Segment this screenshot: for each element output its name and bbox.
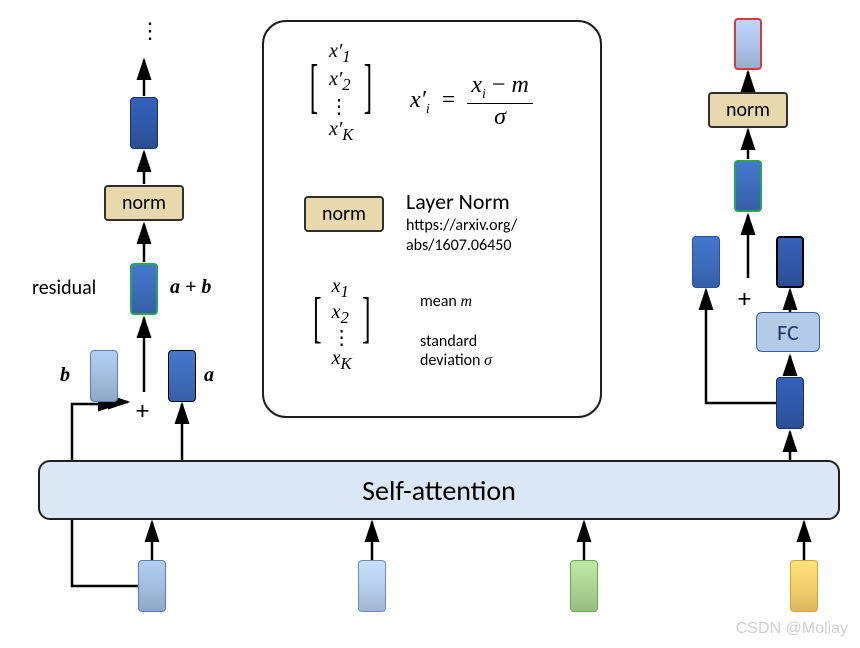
left-b-vector: [90, 350, 118, 402]
explain-norm-label: norm: [322, 202, 366, 226]
layernorm-url-2: abs/1607.06450: [406, 236, 511, 255]
explain-norm-box: norm: [304, 196, 384, 232]
vec-out: [ x′1 x′2 ⋮ x′K ]: [304, 40, 378, 146]
label-residual: residual: [32, 276, 96, 300]
layernorm-url-1: https://arxiv.org/: [406, 216, 517, 235]
self-attention-label: Self-attention: [362, 473, 516, 508]
left-plus: +: [136, 394, 149, 426]
right-input-vector: [776, 377, 804, 429]
right-skip-vector: [692, 236, 720, 288]
label-a: a: [204, 364, 214, 387]
vec-in: [ x1 x2 ⋮ xK ]: [308, 276, 375, 374]
input-token-0: [138, 560, 166, 612]
left-output-vector: [130, 97, 158, 149]
fc-box: FC: [756, 312, 820, 352]
mean-label: mean m: [420, 292, 472, 311]
layernorm-title: Layer Norm: [406, 188, 510, 215]
right-plus: +: [738, 282, 751, 314]
left-norm-box: norm: [104, 185, 184, 221]
left-a-vector: [168, 350, 196, 402]
input-token-3: [790, 560, 818, 612]
right-norm-box: norm: [708, 92, 788, 128]
right-residual-vector: [734, 160, 762, 212]
right-fc-output: [776, 236, 804, 288]
std-label: standard deviation σ: [420, 332, 492, 370]
label-b: b: [60, 364, 70, 387]
layernorm-equation: x′i = xi − m σ: [410, 72, 533, 131]
self-attention-block: Self-attention: [38, 460, 840, 520]
watermark: CSDN @Moliay: [736, 620, 848, 638]
diagram-canvas: Self-attention + norm ⋮ b a residual a +…: [0, 0, 860, 648]
left-vdots: ⋮: [139, 28, 161, 34]
input-token-2: [570, 560, 598, 612]
right-output-vector: [734, 18, 762, 70]
label-aplusb: a + b: [170, 276, 211, 299]
right-norm-label: norm: [726, 98, 770, 122]
left-norm-label: norm: [122, 191, 166, 215]
input-token-1: [358, 560, 386, 612]
left-residual-vector: [130, 263, 158, 315]
fc-label: FC: [777, 319, 799, 346]
